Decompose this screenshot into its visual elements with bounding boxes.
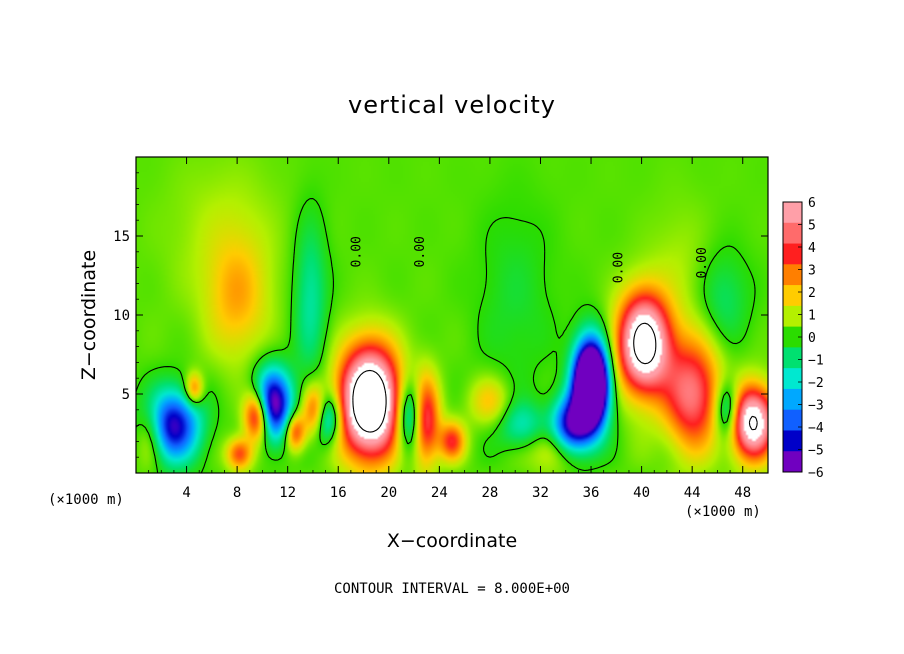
contour-eight	[352, 322, 758, 433]
contour-label: 0.00	[695, 247, 710, 278]
chart-title: vertical velocity	[348, 91, 556, 119]
colorbar-swatch	[783, 243, 802, 265]
y-tick-label: 15	[113, 229, 130, 245]
contour-zero	[136, 198, 756, 473]
colorbar-label: −1	[808, 354, 824, 369]
colorbar-swatch	[783, 347, 802, 369]
colorbar-label: −4	[808, 421, 824, 436]
colorbar-swatch	[783, 202, 802, 224]
y-tick-label: 10	[113, 308, 130, 324]
colorbar-swatch	[783, 388, 802, 411]
colorbar-label: 6	[808, 196, 816, 211]
colorbar-label: 0	[808, 331, 816, 346]
y-tick-label: 5	[122, 387, 130, 403]
colorbar-label: 1	[808, 309, 816, 324]
x-tick-label: 44	[684, 485, 701, 501]
x-tick-label: 16	[330, 485, 347, 501]
colorbar-label: 2	[808, 286, 816, 301]
colorbar-swatch	[783, 264, 802, 286]
contour-labels: 0.00 0.00 0.00 0.00	[350, 236, 710, 283]
y-axis-label: Z−coordinate	[78, 250, 100, 380]
x-axis-label: X−coordinate	[387, 530, 517, 552]
colorbar-swatch	[783, 430, 802, 452]
x-unit-left: (×1000 m)	[48, 492, 124, 508]
colorbar-swatch	[783, 451, 802, 473]
colorbar-swatch	[783, 368, 802, 390]
plot-area: 0.00 0.000.00 0.00 4 8 12 16 20 24 28 32 36 40 44 48 …	[113, 156, 769, 501]
colorbar-swatch	[783, 305, 802, 328]
y-axis-ticks: 5 10 15	[113, 172, 768, 458]
contour-lines	[136, 198, 758, 473]
contour-label: 0.00	[611, 252, 626, 283]
colorbar-label: −6	[808, 466, 824, 481]
contour-interval-note: CONTOUR INTERVAL = 8.000E+00	[334, 581, 570, 597]
colorbar-swatch	[783, 409, 802, 431]
x-tick-label: 28	[481, 485, 498, 501]
colorbar-label: −2	[808, 376, 824, 391]
colorbar-swatch	[783, 222, 802, 245]
x-axis-ticks: 4 8 12 16 20 24 28 32 36 40 44 48	[148, 157, 756, 501]
x-tick-label: 20	[380, 485, 397, 501]
colorbar: 6 5 4 3 2 1 0 −1 −2 −3 −4 −5 −6	[782, 196, 824, 481]
x-tick-label: 32	[532, 485, 549, 501]
x-unit-right: (×1000 m)	[685, 504, 761, 520]
colorbar-swatch	[783, 326, 802, 348]
colorbar-label: 4	[808, 241, 816, 256]
colorbar-label: 5	[808, 219, 816, 234]
x-tick-label: 40	[633, 485, 650, 501]
contour-label: 0.00	[350, 236, 365, 267]
colorbar-label: −3	[808, 399, 824, 414]
x-tick-label: 4	[182, 485, 190, 501]
colorbar-label: 3	[808, 264, 816, 279]
contour-label: 0.00	[413, 236, 428, 267]
colorbar-label: −5	[808, 444, 824, 459]
x-tick-label: 24	[431, 485, 448, 501]
x-tick-label: 36	[583, 485, 600, 501]
x-tick-label: 12	[279, 485, 296, 501]
x-tick-label: 8	[233, 485, 241, 501]
colorbar-swatch	[783, 285, 802, 307]
heatmap-field	[136, 157, 768, 473]
x-tick-label: 48	[734, 485, 751, 501]
